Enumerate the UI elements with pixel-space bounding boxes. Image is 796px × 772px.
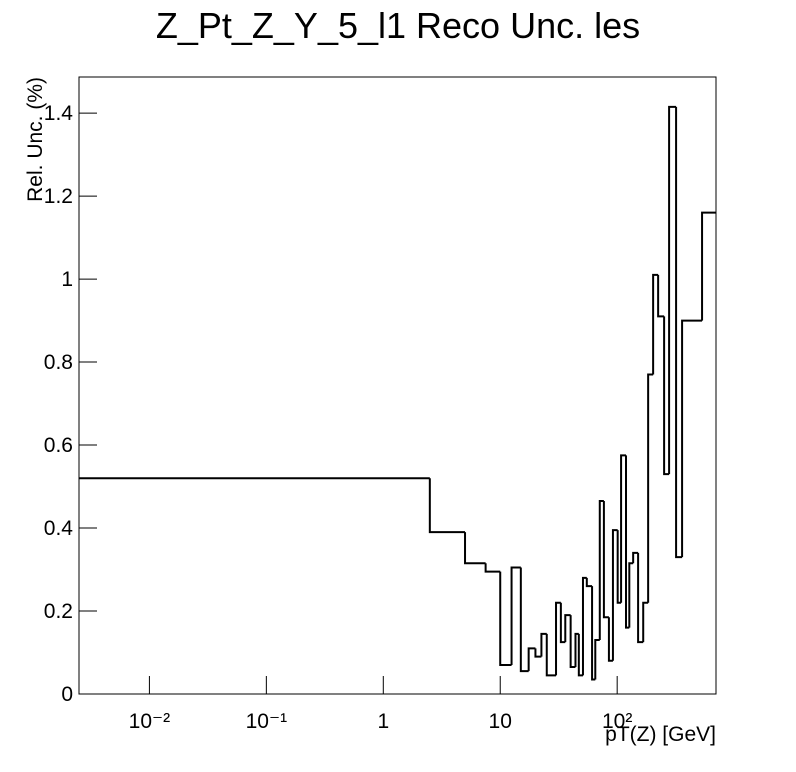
histogram-bin xyxy=(464,532,486,565)
histogram-bin xyxy=(701,211,716,321)
histogram-bin xyxy=(637,552,644,644)
histogram-bin xyxy=(564,614,571,643)
histogram-bin xyxy=(594,639,600,680)
y-tick-label: 0.6 xyxy=(44,434,73,457)
histogram-bin xyxy=(675,106,683,559)
histogram-bin xyxy=(591,586,596,681)
x-tick-label: 10⁻¹ xyxy=(246,710,287,733)
histogram-bin xyxy=(559,602,566,644)
histogram-bin xyxy=(510,566,521,665)
x-tick-label: 10⁻² xyxy=(129,710,170,733)
histogram-bin xyxy=(527,647,536,672)
y-tick-label: 0.8 xyxy=(44,351,73,374)
histogram-bin xyxy=(499,571,512,666)
histogram-bin xyxy=(628,562,634,628)
chart-title: Z_Pt_Z_Y_5_l1 Reco Unc. les xyxy=(156,5,640,46)
histogram-bin xyxy=(652,273,659,375)
y-tick-label: 0.4 xyxy=(44,517,74,540)
histogram-bin xyxy=(545,633,557,677)
x-axis-label: pT(Z) [GeV] xyxy=(605,723,716,746)
histogram-bin xyxy=(632,551,639,564)
histogram-bin xyxy=(428,478,466,534)
y-tick-label: 0 xyxy=(61,683,73,706)
histogram-bin xyxy=(577,633,583,677)
histogram-bin xyxy=(668,105,677,475)
histogram-bin xyxy=(616,530,622,604)
x-tick-label: 10² xyxy=(602,710,632,733)
histogram-bin xyxy=(602,501,609,619)
histogram-bin xyxy=(574,632,579,668)
y-tick-label: 0.2 xyxy=(44,600,73,623)
histogram-bin xyxy=(581,576,587,676)
histogram-bin xyxy=(663,316,670,476)
histogram-bin xyxy=(611,529,618,661)
y-axis-label: Rel. Unc. (%) xyxy=(24,77,47,202)
x-tick-label: 1 xyxy=(377,710,389,733)
histogram-bin xyxy=(681,319,703,558)
histogram-bin xyxy=(555,601,561,676)
histogram-bin xyxy=(620,454,627,603)
histogram-bin xyxy=(607,617,613,662)
histogram-bin xyxy=(519,567,529,673)
histogram-bin xyxy=(569,615,576,669)
histogram-bin xyxy=(585,577,593,588)
y-tick-label: 1.2 xyxy=(44,185,73,208)
histogram-bin xyxy=(647,373,654,603)
histogram-bin xyxy=(598,500,604,641)
y-tick-label: 1 xyxy=(61,268,73,291)
x-tick-label: 10 xyxy=(489,710,512,733)
histogram-bin xyxy=(657,274,665,318)
histogram-bin xyxy=(534,648,542,658)
plot-frame xyxy=(78,76,717,695)
histogram-bin xyxy=(642,601,649,643)
histogram-bin xyxy=(625,455,630,629)
histogram-bin xyxy=(540,632,547,657)
y-tick-label: 1.4 xyxy=(44,102,74,125)
histogram-bin xyxy=(484,563,501,573)
